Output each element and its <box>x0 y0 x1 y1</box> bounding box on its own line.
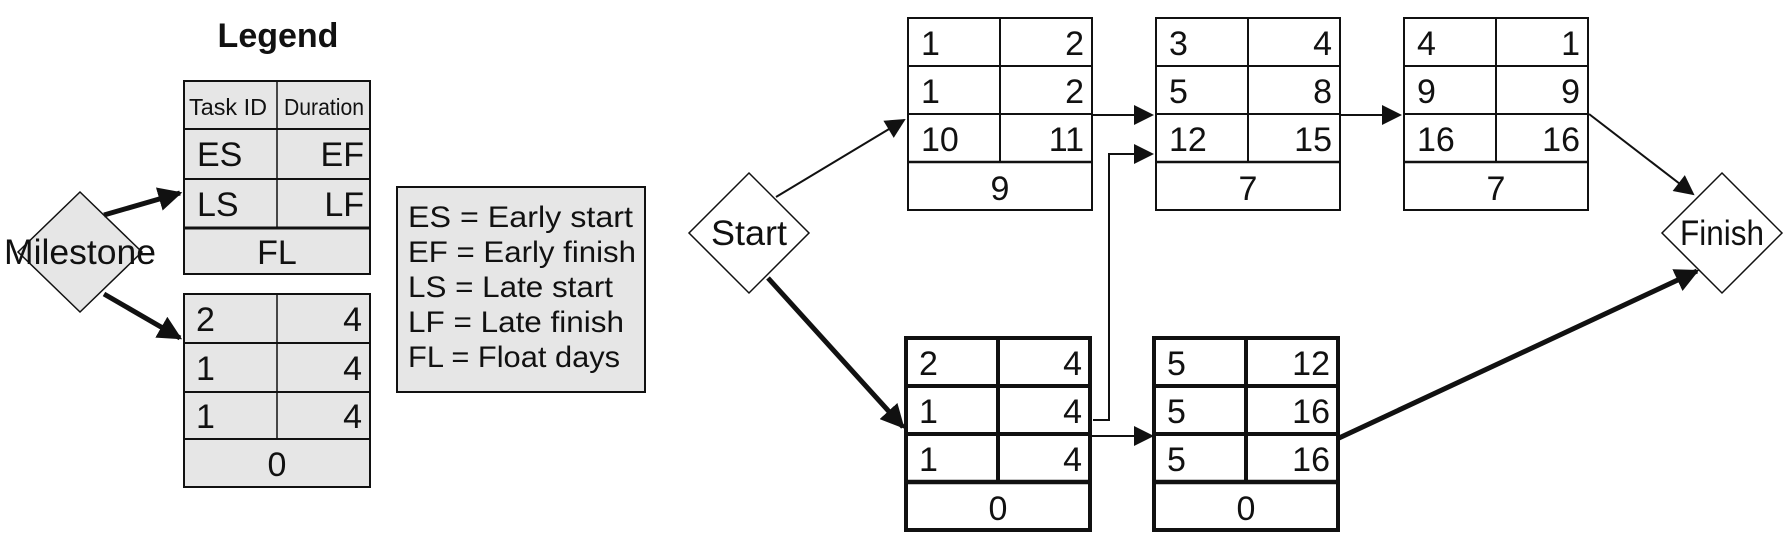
task-1-r1-right: 2 <box>1065 25 1084 63</box>
legend-header-duration: Duration <box>284 94 364 120</box>
legend-example-r3c1: 1 <box>196 398 215 436</box>
arrow-start-to-task-2 <box>766 276 905 429</box>
task-3-r2-left: 5 <box>1169 73 1188 111</box>
network-connectors <box>766 105 1700 446</box>
task-4-r2-left: 9 <box>1417 73 1436 111</box>
task-5-r2-left: 5 <box>1167 393 1186 431</box>
task-4-r3-right: 16 <box>1542 121 1580 159</box>
task-2-r3-left: 1 <box>919 441 938 479</box>
task-4-r2-right: 9 <box>1561 73 1580 111</box>
start-milestone: Start <box>687 171 811 295</box>
legend-es: ES <box>197 136 242 174</box>
task-5-r2-right: 16 <box>1292 393 1330 431</box>
legend-example-r2c1: 1 <box>196 350 215 388</box>
task-1-r1-left: 1 <box>921 25 940 63</box>
definition-ls: LS = Late start <box>408 271 614 304</box>
task-3-node: 3 4 5 8 12 15 7 <box>1155 17 1341 211</box>
task-5-r3-right: 16 <box>1292 441 1330 479</box>
finish-label: Finish <box>1680 214 1764 253</box>
legend-definitions: ES = Early start EF = Early finish LS = … <box>396 186 646 393</box>
start-label: Start <box>711 214 787 253</box>
task-1-r3-left: 10 <box>921 121 959 159</box>
legend-milestone-label: Milestone <box>4 233 156 272</box>
legend-fl: FL <box>257 234 297 272</box>
task-1-r2-left: 1 <box>921 73 940 111</box>
task-2-float: 0 <box>989 490 1008 528</box>
task-3-r2-right: 8 <box>1313 73 1332 111</box>
definition-es: ES = Early start <box>408 201 634 234</box>
definition-ef: EF = Early finish <box>408 236 636 269</box>
task-1-r3-right: 11 <box>1049 121 1084 159</box>
legend-example-r1c2: 4 <box>343 301 362 339</box>
legend-arrow-lower <box>102 291 183 341</box>
task-1-r2-right: 2 <box>1065 73 1084 111</box>
arrow-task-5-to-finish <box>1337 268 1700 441</box>
legend-title: Legend <box>218 17 339 55</box>
finish-milestone: Finish <box>1660 171 1784 295</box>
task-5-r3-left: 5 <box>1167 441 1186 479</box>
task-3-r3-left: 12 <box>1169 121 1207 159</box>
legend-header-task-id: Task ID <box>189 94 267 120</box>
task-2-r1-right: 4 <box>1063 345 1082 383</box>
task-4-r3-left: 16 <box>1417 121 1455 159</box>
legend-example-float: 0 <box>268 446 287 484</box>
legend-ef: EF <box>321 136 364 174</box>
legend-example-r2c2: 4 <box>343 350 362 388</box>
legend-example-node: 2 4 1 4 1 4 0 <box>183 293 371 488</box>
task-1-node: 1 2 1 2 10 11 9 <box>907 17 1093 211</box>
task-3-float: 7 <box>1239 170 1258 208</box>
task-5-node: 5 12 5 16 5 16 0 <box>1152 336 1340 532</box>
task-4-r1-right: 1 <box>1561 25 1580 63</box>
task-1-float: 9 <box>991 170 1010 208</box>
arrow-task-2-to-task-3 <box>1093 144 1154 421</box>
legend-lf: LF <box>324 186 364 224</box>
legend-milestone: Milestone <box>4 190 156 314</box>
legend-example-r3c2: 4 <box>343 398 362 436</box>
task-3-r1-right: 4 <box>1313 25 1332 63</box>
legend-example-r1c1: 2 <box>196 301 215 339</box>
task-4-r1-left: 4 <box>1417 25 1436 63</box>
task-2-node: 2 4 1 4 1 4 0 <box>904 336 1092 532</box>
task-3-r1-left: 3 <box>1169 25 1188 63</box>
task-2-r1-left: 2 <box>919 345 938 383</box>
task-2-r3-right: 4 <box>1063 441 1082 479</box>
task-2-r2-right: 4 <box>1063 393 1082 431</box>
arrow-task-4-to-finish <box>1588 113 1695 196</box>
legend-ls: LS <box>197 186 239 224</box>
legend-key-node: Task ID Duration ES EF LS LF FL <box>183 80 371 275</box>
task-4-float: 7 <box>1487 170 1506 208</box>
task-2-r2-left: 1 <box>919 393 938 431</box>
definition-fl: FL = Float days <box>408 341 620 374</box>
task-5-r1-left: 5 <box>1167 345 1186 383</box>
task-4-node: 4 1 9 9 16 16 7 <box>1403 17 1589 211</box>
task-3-r3-right: 15 <box>1294 121 1332 159</box>
definition-lf: LF = Late finish <box>408 306 624 339</box>
task-5-r1-right: 12 <box>1292 345 1330 383</box>
task-5-float: 0 <box>1237 490 1256 528</box>
arrow-start-to-task-1 <box>775 118 906 198</box>
legend-arrow-upper <box>103 187 183 218</box>
